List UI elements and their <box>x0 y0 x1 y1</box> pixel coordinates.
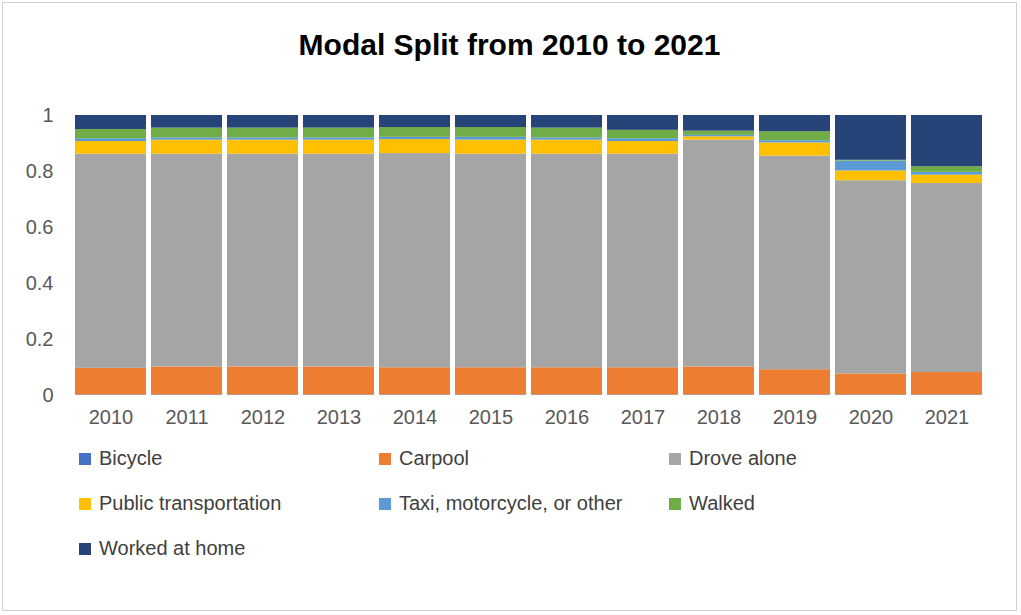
svg-text:2021: 2021 <box>925 406 970 428</box>
svg-text:2017: 2017 <box>621 406 666 428</box>
html-text:Drove alone: Drove alone <box>689 447 797 469</box>
svg-text:2015: 2015 <box>469 406 514 428</box>
svg-text:2020: 2020 <box>849 406 894 428</box>
svg-text:2019: 2019 <box>773 406 818 428</box>
svg-text:1: 1 <box>42 104 53 126</box>
html-text:Modal Split from 2010 to 2021: Modal Split from 2010 to 2021 <box>298 28 721 61</box>
svg-text:2012: 2012 <box>241 406 286 428</box>
svg-text:2018: 2018 <box>697 406 742 428</box>
html-text:Worked at home: Worked at home <box>99 537 246 559</box>
svg-text:2010: 2010 <box>89 406 134 428</box>
html-text:Taxi, motorcycle, or other: Taxi, motorcycle, or other <box>399 492 623 514</box>
html-text:Carpool: Carpool <box>399 447 469 469</box>
svg-text:0.2: 0.2 <box>26 328 54 350</box>
svg-text:2016: 2016 <box>545 406 590 428</box>
svg-text:0.6: 0.6 <box>26 216 54 238</box>
svg-text:0: 0 <box>42 384 53 406</box>
html-text:Walked: Walked <box>689 492 755 514</box>
svg-text:2011: 2011 <box>165 406 208 428</box>
svg-text:0.8: 0.8 <box>26 160 54 182</box>
html-text:Public transportation: Public transportation <box>99 492 282 514</box>
svg-text:0.4: 0.4 <box>26 272 54 294</box>
html-text:Bicycle: Bicycle <box>99 447 163 469</box>
svg-text:2013: 2013 <box>317 406 362 428</box>
svg-text:2014: 2014 <box>393 406 438 428</box>
